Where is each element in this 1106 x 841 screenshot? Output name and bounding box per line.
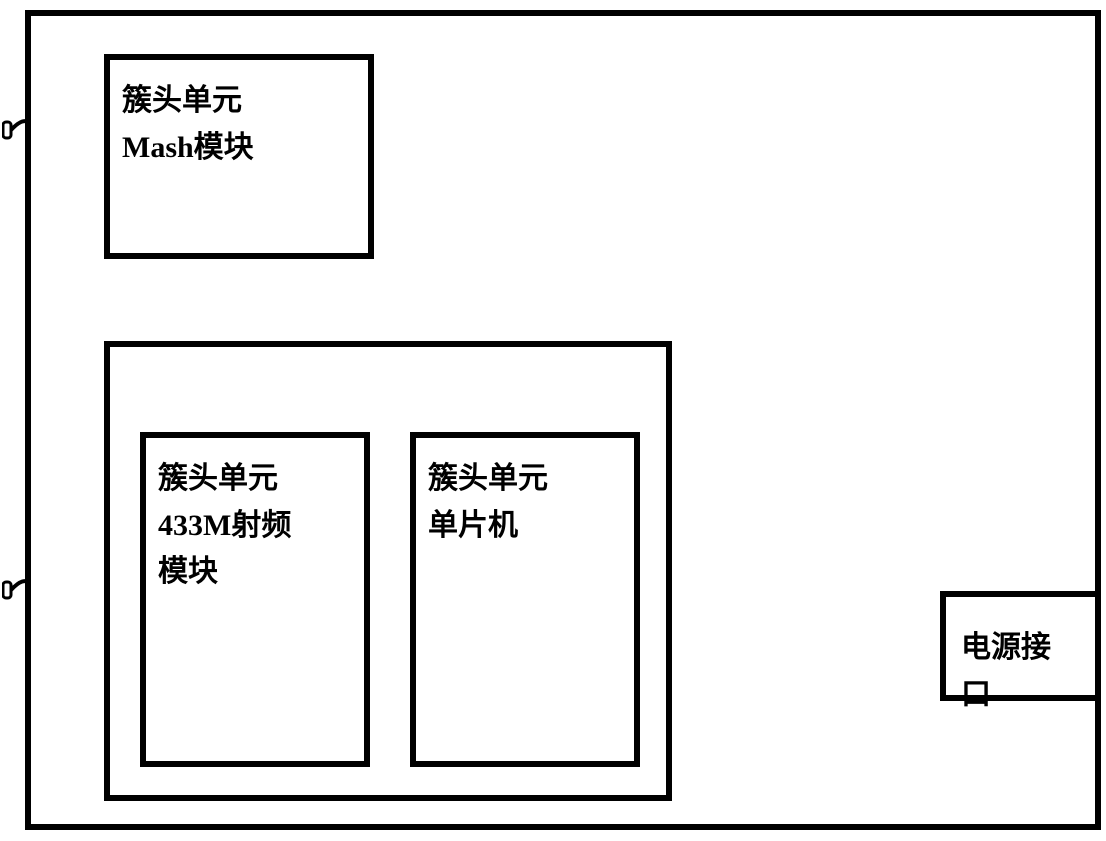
mash-module-label: 簇头单元 Mash模块 <box>122 78 356 171</box>
power-port-label: 电源接口 <box>961 625 1080 718</box>
inner-container: 簇头单元 433M射频 模块 簇头单元 单片机 <box>104 341 672 801</box>
rf-module-label: 簇头单元 433M射频 模块 <box>158 456 352 596</box>
rf-module-box: 簇头单元 433M射频 模块 <box>140 432 370 767</box>
mcu-module-box: 簇头单元 单片机 <box>410 432 640 767</box>
power-port-box: 电源接口 <box>940 591 1095 701</box>
outer-container: 簇头单元 Mash模块 簇头单元 433M射频 模块 簇头单元 单片机 电源接口 <box>25 10 1101 830</box>
mash-module-box: 簇头单元 Mash模块 <box>104 54 374 259</box>
mcu-module-label: 簇头单元 单片机 <box>428 456 622 549</box>
